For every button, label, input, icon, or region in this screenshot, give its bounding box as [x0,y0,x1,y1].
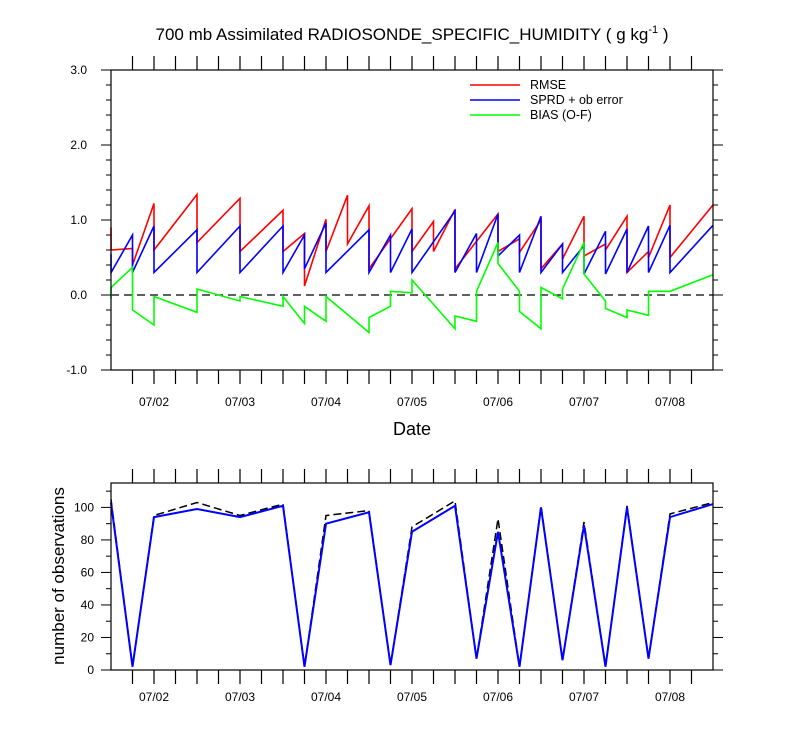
series-line-possible-observations [110,499,714,667]
top-series [110,192,714,335]
y-tick-label: 60 [81,565,95,579]
x-tick-label: 07/04 [311,395,341,409]
chart-title-main: 700 mb Assimilated RADIOSONDE_SPECIFIC_H… [156,25,649,44]
y-tick-label: 40 [81,598,95,612]
x-tick-label: 07/05 [397,395,427,409]
x-tick-label: 07/06 [483,395,513,409]
x-tick-label: 07/08 [655,395,685,409]
bottom-series [110,499,714,667]
series-line-sprd-ob-error [110,208,714,276]
y-tick-label: 20 [81,630,95,644]
x-tick-label: 07/04 [311,690,341,704]
bottom-plot-frame [110,482,714,671]
y-tick-label: -1.0 [66,363,87,377]
x-tick-label: 07/02 [139,395,169,409]
legend-entry: RMSE [530,78,566,92]
x-tick-label: 07/02 [139,690,169,704]
chart-title-suffix: ) [658,25,668,44]
top-ticks: -1.0 0.0 1.0 2.0 3.0 07/02 07/03 07/04 07/05 07/0… [66,56,723,409]
bottom-ticks: 0 20 40 60 80 100 07/02 07/03 07/04 07/05 07/06 07/… [74,469,723,704]
x-axis-label: Date [393,419,431,439]
y-tick-label: 80 [81,533,95,547]
chart-title-superscript: -1 [648,24,658,36]
chart-title: 700 mb Assimilated RADIOSONDE_SPECIFIC_H… [156,24,669,44]
series-line-assimilated-observations [110,502,714,667]
x-tick-label: 07/07 [569,690,599,704]
y-axis-label: number of observations [49,487,68,665]
x-tick-label: 07/06 [483,690,513,704]
top-plot: -1.0 0.0 1.0 2.0 3.0 07/02 07/03 07/04 07/05 07/0… [66,56,723,439]
x-tick-label: 07/03 [225,395,255,409]
bottom-plot: 0 20 40 60 80 100 07/02 07/03 07/04 07/05 07/06 07/… [49,469,723,704]
y-tick-label: 0.0 [70,288,87,302]
series-line-bias-o-f [110,242,714,335]
y-tick-label: 3.0 [70,63,87,77]
y-tick-label: 1.0 [70,213,87,227]
y-tick-label: 2.0 [70,138,87,152]
x-tick-label: 07/03 [225,690,255,704]
x-tick-label: 07/05 [397,690,427,704]
x-tick-label: 07/07 [569,395,599,409]
y-tick-label: 0 [87,663,94,677]
legend-entry: SPRD + ob error [530,93,623,107]
legend-entry: BIAS (O-F) [530,108,592,122]
y-tick-label: 100 [74,500,94,514]
x-tick-label: 07/08 [655,690,685,704]
